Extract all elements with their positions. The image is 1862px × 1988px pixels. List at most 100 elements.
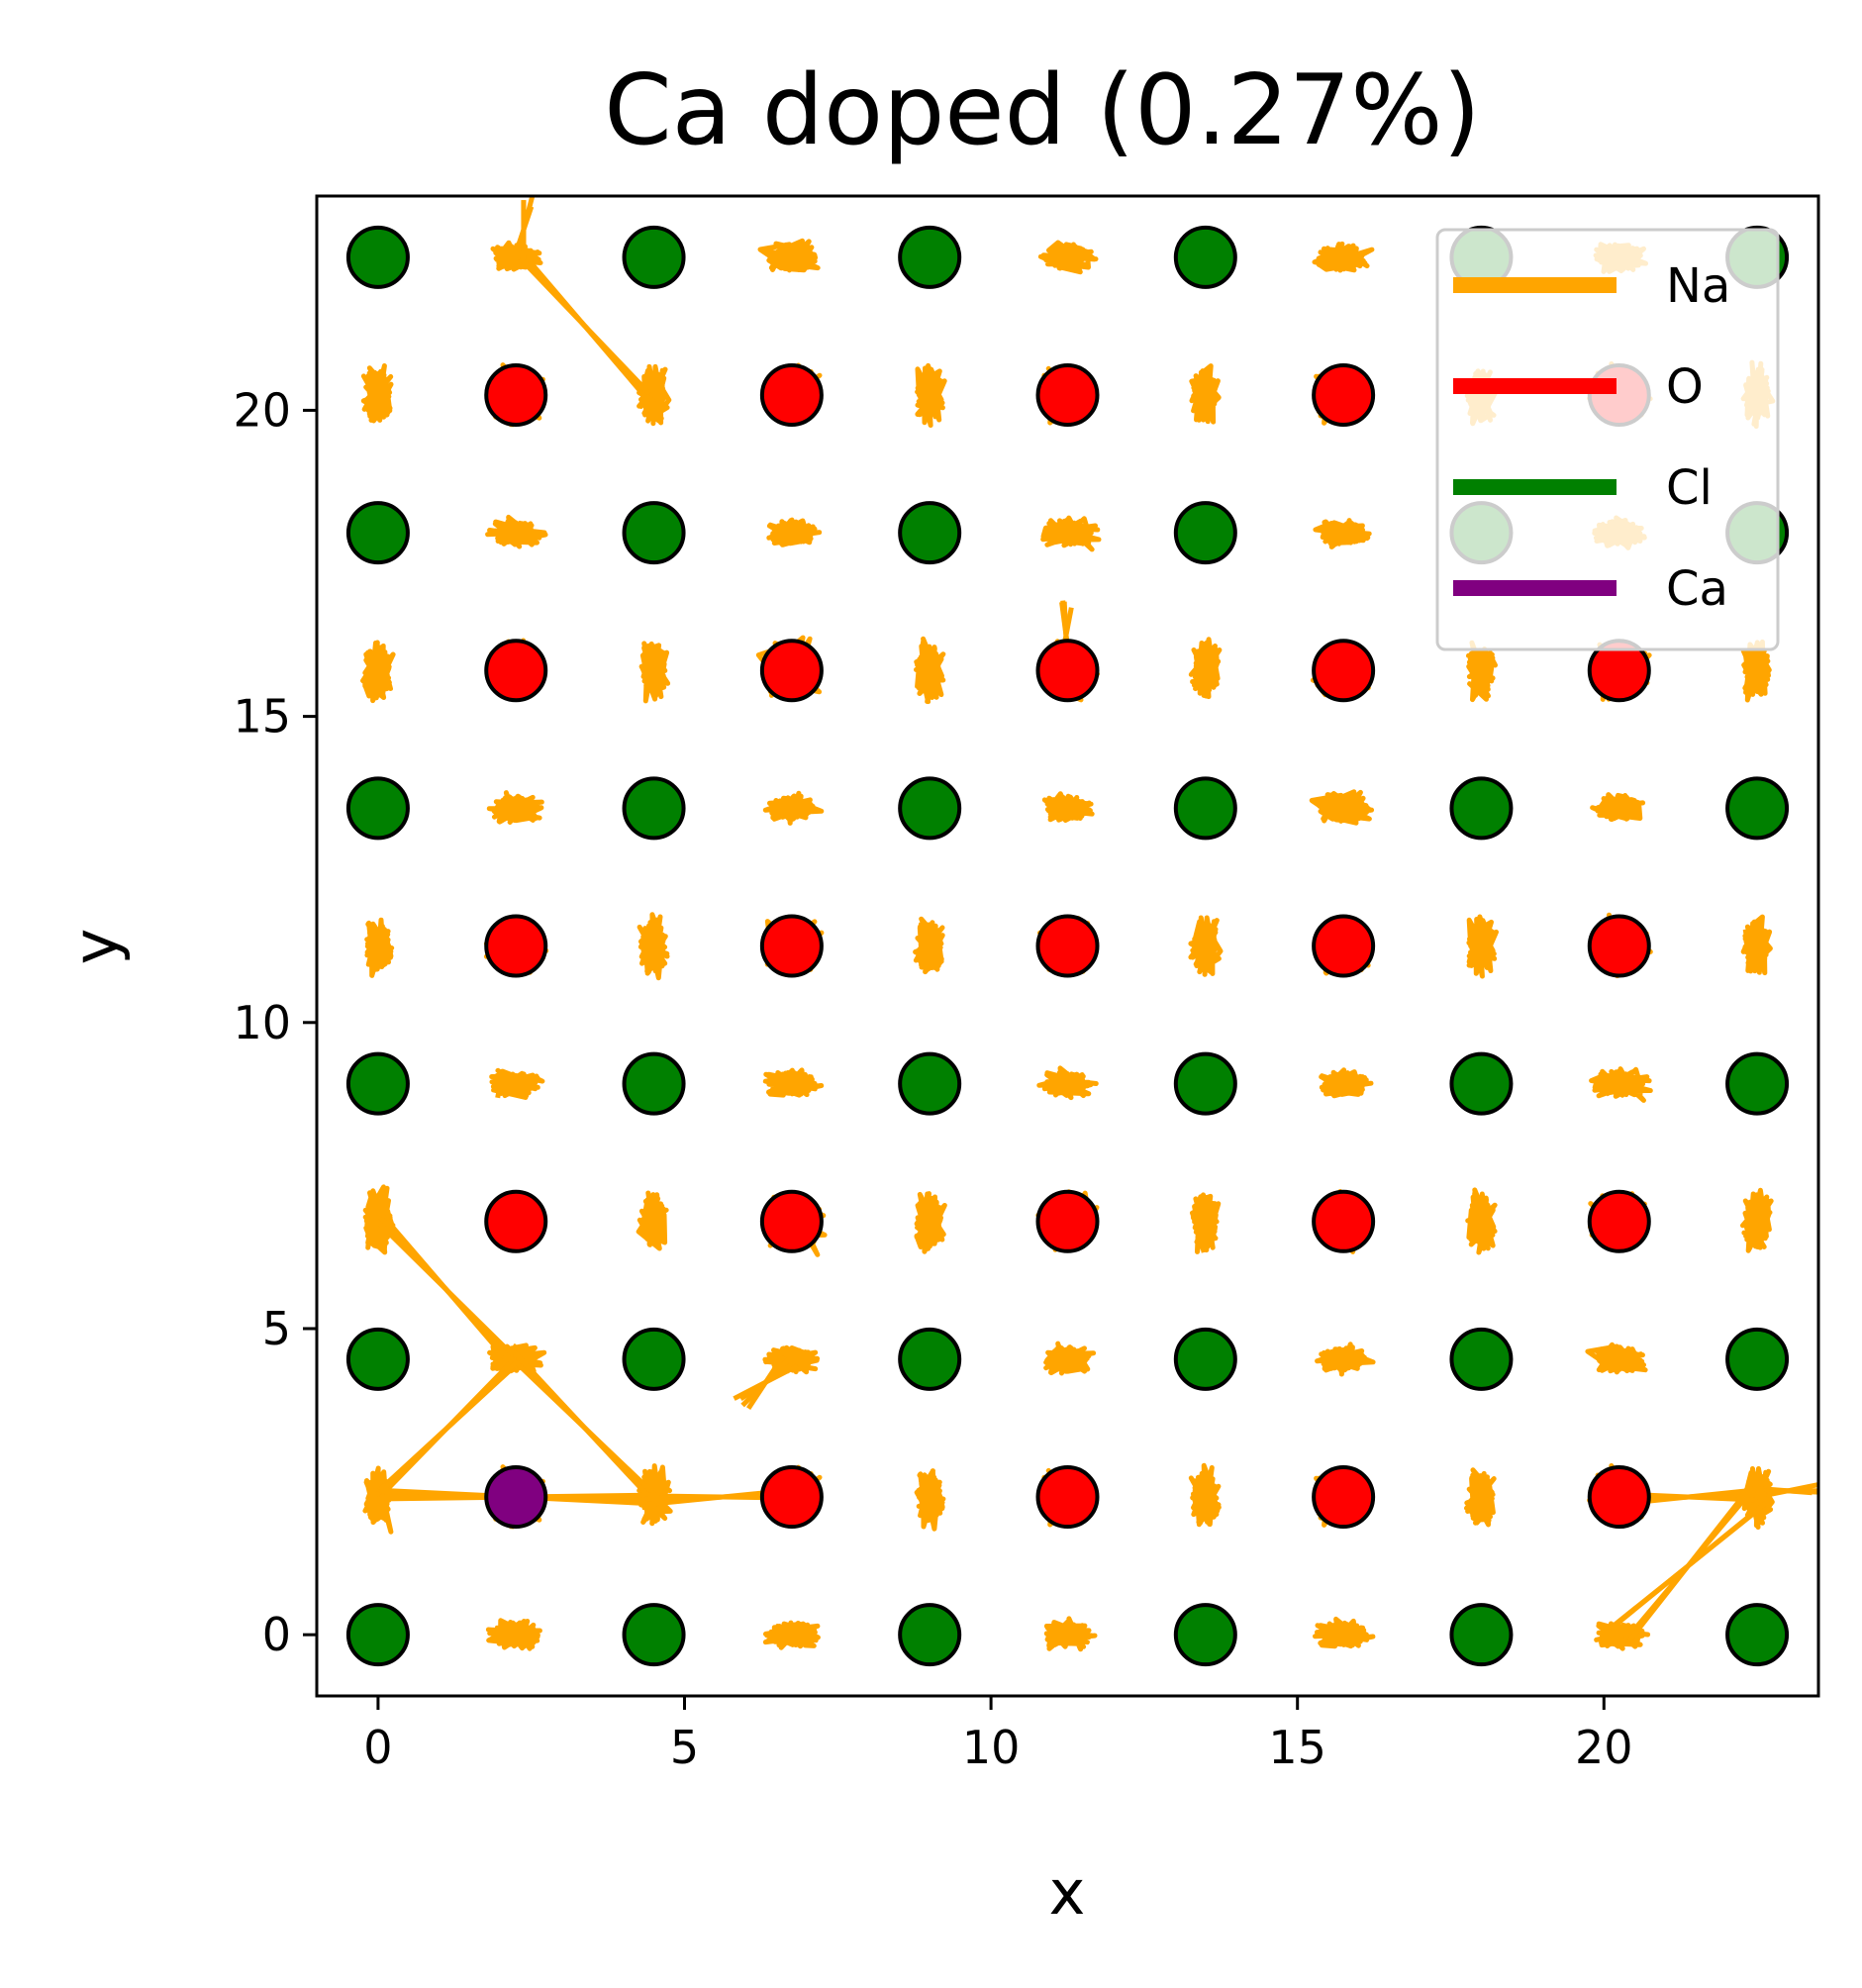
cl-atom-marker (1725, 776, 1790, 841)
cl-atom-marker (1725, 1051, 1790, 1116)
legend-label-na: Na (1666, 258, 1730, 314)
o-atom-marker (1035, 1465, 1100, 1530)
chart-title: Ca doped (0.27%) (604, 54, 1480, 167)
na-trajectory (1188, 915, 1224, 977)
na-trajectory (1189, 363, 1222, 425)
na-trajectory (1043, 1616, 1098, 1652)
na-trajectory (1740, 914, 1773, 976)
y-tick-label: 15 (233, 690, 291, 744)
x-axis-ticks: 0 5 10 15 20 (363, 1696, 1633, 1774)
na-trajectory (913, 916, 945, 975)
legend-label-cl: Cl (1666, 460, 1713, 516)
na-trajectory (914, 636, 946, 705)
na-jump (513, 205, 535, 254)
cl-atom-marker (345, 1051, 410, 1116)
na-trajectory (637, 363, 672, 427)
ca-atom-marker (484, 1465, 548, 1530)
na-trajectory (1589, 1066, 1653, 1103)
x-tick-label: 10 (962, 1721, 1021, 1774)
na-trajectory (1041, 791, 1095, 823)
o-atom-marker (759, 1465, 824, 1530)
o-atom-marker (1312, 639, 1376, 703)
na-trajectory (915, 362, 947, 428)
na-trajectory (1313, 1616, 1376, 1649)
na-jump (1609, 1500, 1768, 1632)
na-trajectory (638, 641, 671, 704)
na-trajectory (1585, 1342, 1648, 1375)
na-trajectory (637, 912, 670, 981)
y-tick-label: 20 (233, 383, 291, 437)
x-tick-label: 20 (1575, 1721, 1633, 1774)
na-trajectory (1188, 637, 1223, 700)
na-trajectory (1315, 1342, 1376, 1377)
na-trajectory (762, 790, 825, 826)
legend-label-o: O (1666, 359, 1704, 415)
o-atom-marker (1312, 362, 1376, 427)
na-trajectory (757, 238, 821, 273)
na-trajectory (486, 790, 544, 825)
cl-atom-marker (345, 225, 410, 289)
na-trajectory (1740, 639, 1772, 703)
na-jump (745, 1354, 786, 1410)
legend-box (1435, 228, 1780, 651)
legend-label-ca: Ca (1666, 561, 1728, 617)
na-trajectory (360, 363, 394, 424)
o-atom-marker (759, 362, 824, 427)
cl-atom-marker (1173, 1327, 1237, 1391)
o-atom-marker (759, 639, 824, 703)
y-axis-label: y (59, 929, 132, 965)
cl-atom-marker (345, 776, 410, 841)
na-trajectory (1590, 792, 1646, 823)
na-trajectory (1309, 789, 1375, 826)
o-atom-marker (1035, 639, 1100, 703)
cl-atom-marker (898, 1051, 962, 1116)
o-atom-marker (1587, 914, 1651, 978)
cl-atom-marker (1173, 1603, 1237, 1667)
na-trajectory (360, 640, 396, 704)
cl-atom-marker (622, 1051, 686, 1116)
na-trajectory (1740, 1187, 1774, 1253)
cl-atom-marker (1173, 1051, 1237, 1116)
na-trajectory (1319, 1067, 1374, 1099)
x-tick-label: 5 (670, 1721, 699, 1774)
na-trajectory (1040, 515, 1102, 552)
cl-atom-marker (622, 1327, 686, 1391)
na-trajectory (364, 917, 395, 978)
cl-atom-marker (1173, 776, 1237, 841)
o-atom-marker (1035, 1189, 1100, 1253)
na-trajectory (762, 1067, 825, 1098)
cl-atom-marker (345, 501, 410, 565)
y-axis-ticks: 0 5 10 15 20 (233, 383, 317, 1661)
o-atom-marker (759, 1189, 824, 1253)
y-tick-label: 5 (262, 1302, 291, 1355)
na-trajectory (1466, 914, 1499, 979)
cl-atom-marker (898, 501, 962, 565)
na-jump (379, 1216, 516, 1365)
na-trajectory (636, 1190, 669, 1251)
na-trajectory (1188, 1462, 1222, 1528)
y-tick-label: 0 (262, 1608, 291, 1661)
x-axis-label: x (1049, 1856, 1086, 1929)
cl-atom-marker (1173, 501, 1237, 565)
y-tick-label: 10 (233, 996, 291, 1049)
na-trajectory (1465, 1187, 1498, 1255)
na-trajectory (1037, 240, 1099, 275)
cl-atom-marker (898, 225, 962, 289)
na-trajectory (914, 1191, 947, 1254)
na-jump (370, 1354, 524, 1501)
na-trajectory (1594, 1621, 1651, 1651)
o-atom-marker (1587, 1189, 1651, 1253)
o-atom-marker (484, 914, 548, 978)
cl-atom-marker (1449, 1051, 1514, 1116)
legend: Na O Cl Ca (1435, 228, 1780, 651)
na-trajectory (766, 517, 823, 547)
cl-atom-marker (1449, 1603, 1514, 1667)
cl-atom-marker (622, 225, 686, 289)
x-tick-label: 0 (363, 1721, 392, 1774)
o-atom-marker (484, 639, 548, 703)
o-atom-marker (1312, 1465, 1376, 1530)
na-trajectory (485, 1618, 542, 1651)
cl-atom-marker (622, 501, 686, 565)
cl-atom-marker (622, 776, 686, 841)
